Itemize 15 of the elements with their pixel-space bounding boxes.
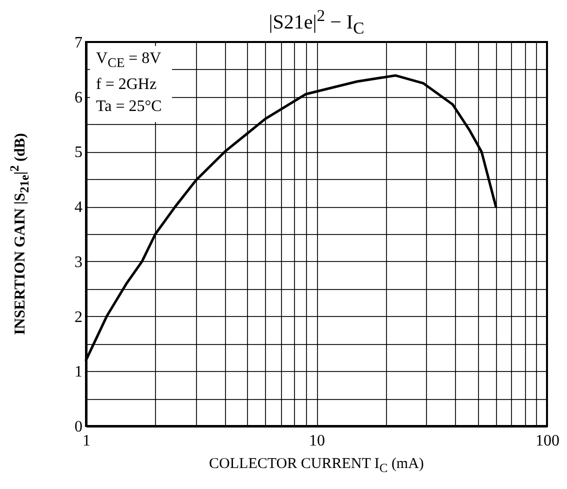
y-tick-label: 3 xyxy=(74,254,82,271)
x-tick-label: 100 xyxy=(536,432,560,450)
x-tick-label: 10 xyxy=(309,432,325,450)
y-tick-label: 0 xyxy=(74,418,82,436)
annotation: V$_{CE}$ = 8V xyxy=(96,49,162,72)
y-tick-label: 1 xyxy=(74,364,82,381)
x-axis-title: COLLECTOR CURRENT I$_{C}$ (mA) xyxy=(208,456,425,476)
chart-title: |S21e|$^{2}$ − I$_{C}$ xyxy=(268,6,366,39)
y-tick-label: 4 xyxy=(74,199,82,216)
y-tick-label: 5 xyxy=(74,144,82,162)
annotation: Ta = 25°C xyxy=(96,97,162,118)
y-tick-label: 2 xyxy=(74,308,82,326)
annotation: f = 2GHz xyxy=(96,75,158,96)
y-tick-label: 6 xyxy=(74,89,82,106)
y-tick-label: 7 xyxy=(74,34,82,52)
